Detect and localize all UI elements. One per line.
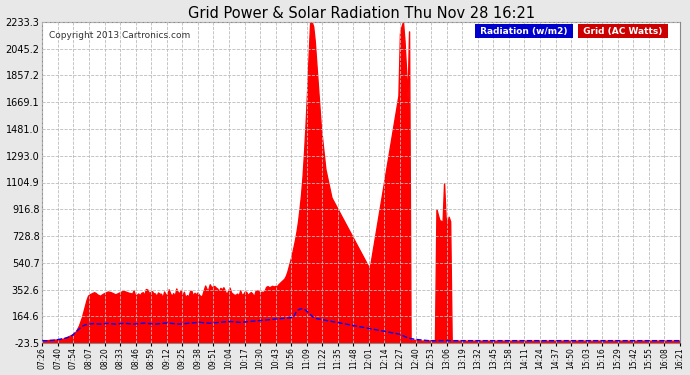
Text: Copyright 2013 Cartronics.com: Copyright 2013 Cartronics.com <box>49 32 190 40</box>
Text: Radiation (w/m2): Radiation (w/m2) <box>477 27 571 36</box>
Title: Grid Power & Solar Radiation Thu Nov 28 16:21: Grid Power & Solar Radiation Thu Nov 28 … <box>188 6 535 21</box>
Text: Grid (AC Watts): Grid (AC Watts) <box>580 27 666 36</box>
